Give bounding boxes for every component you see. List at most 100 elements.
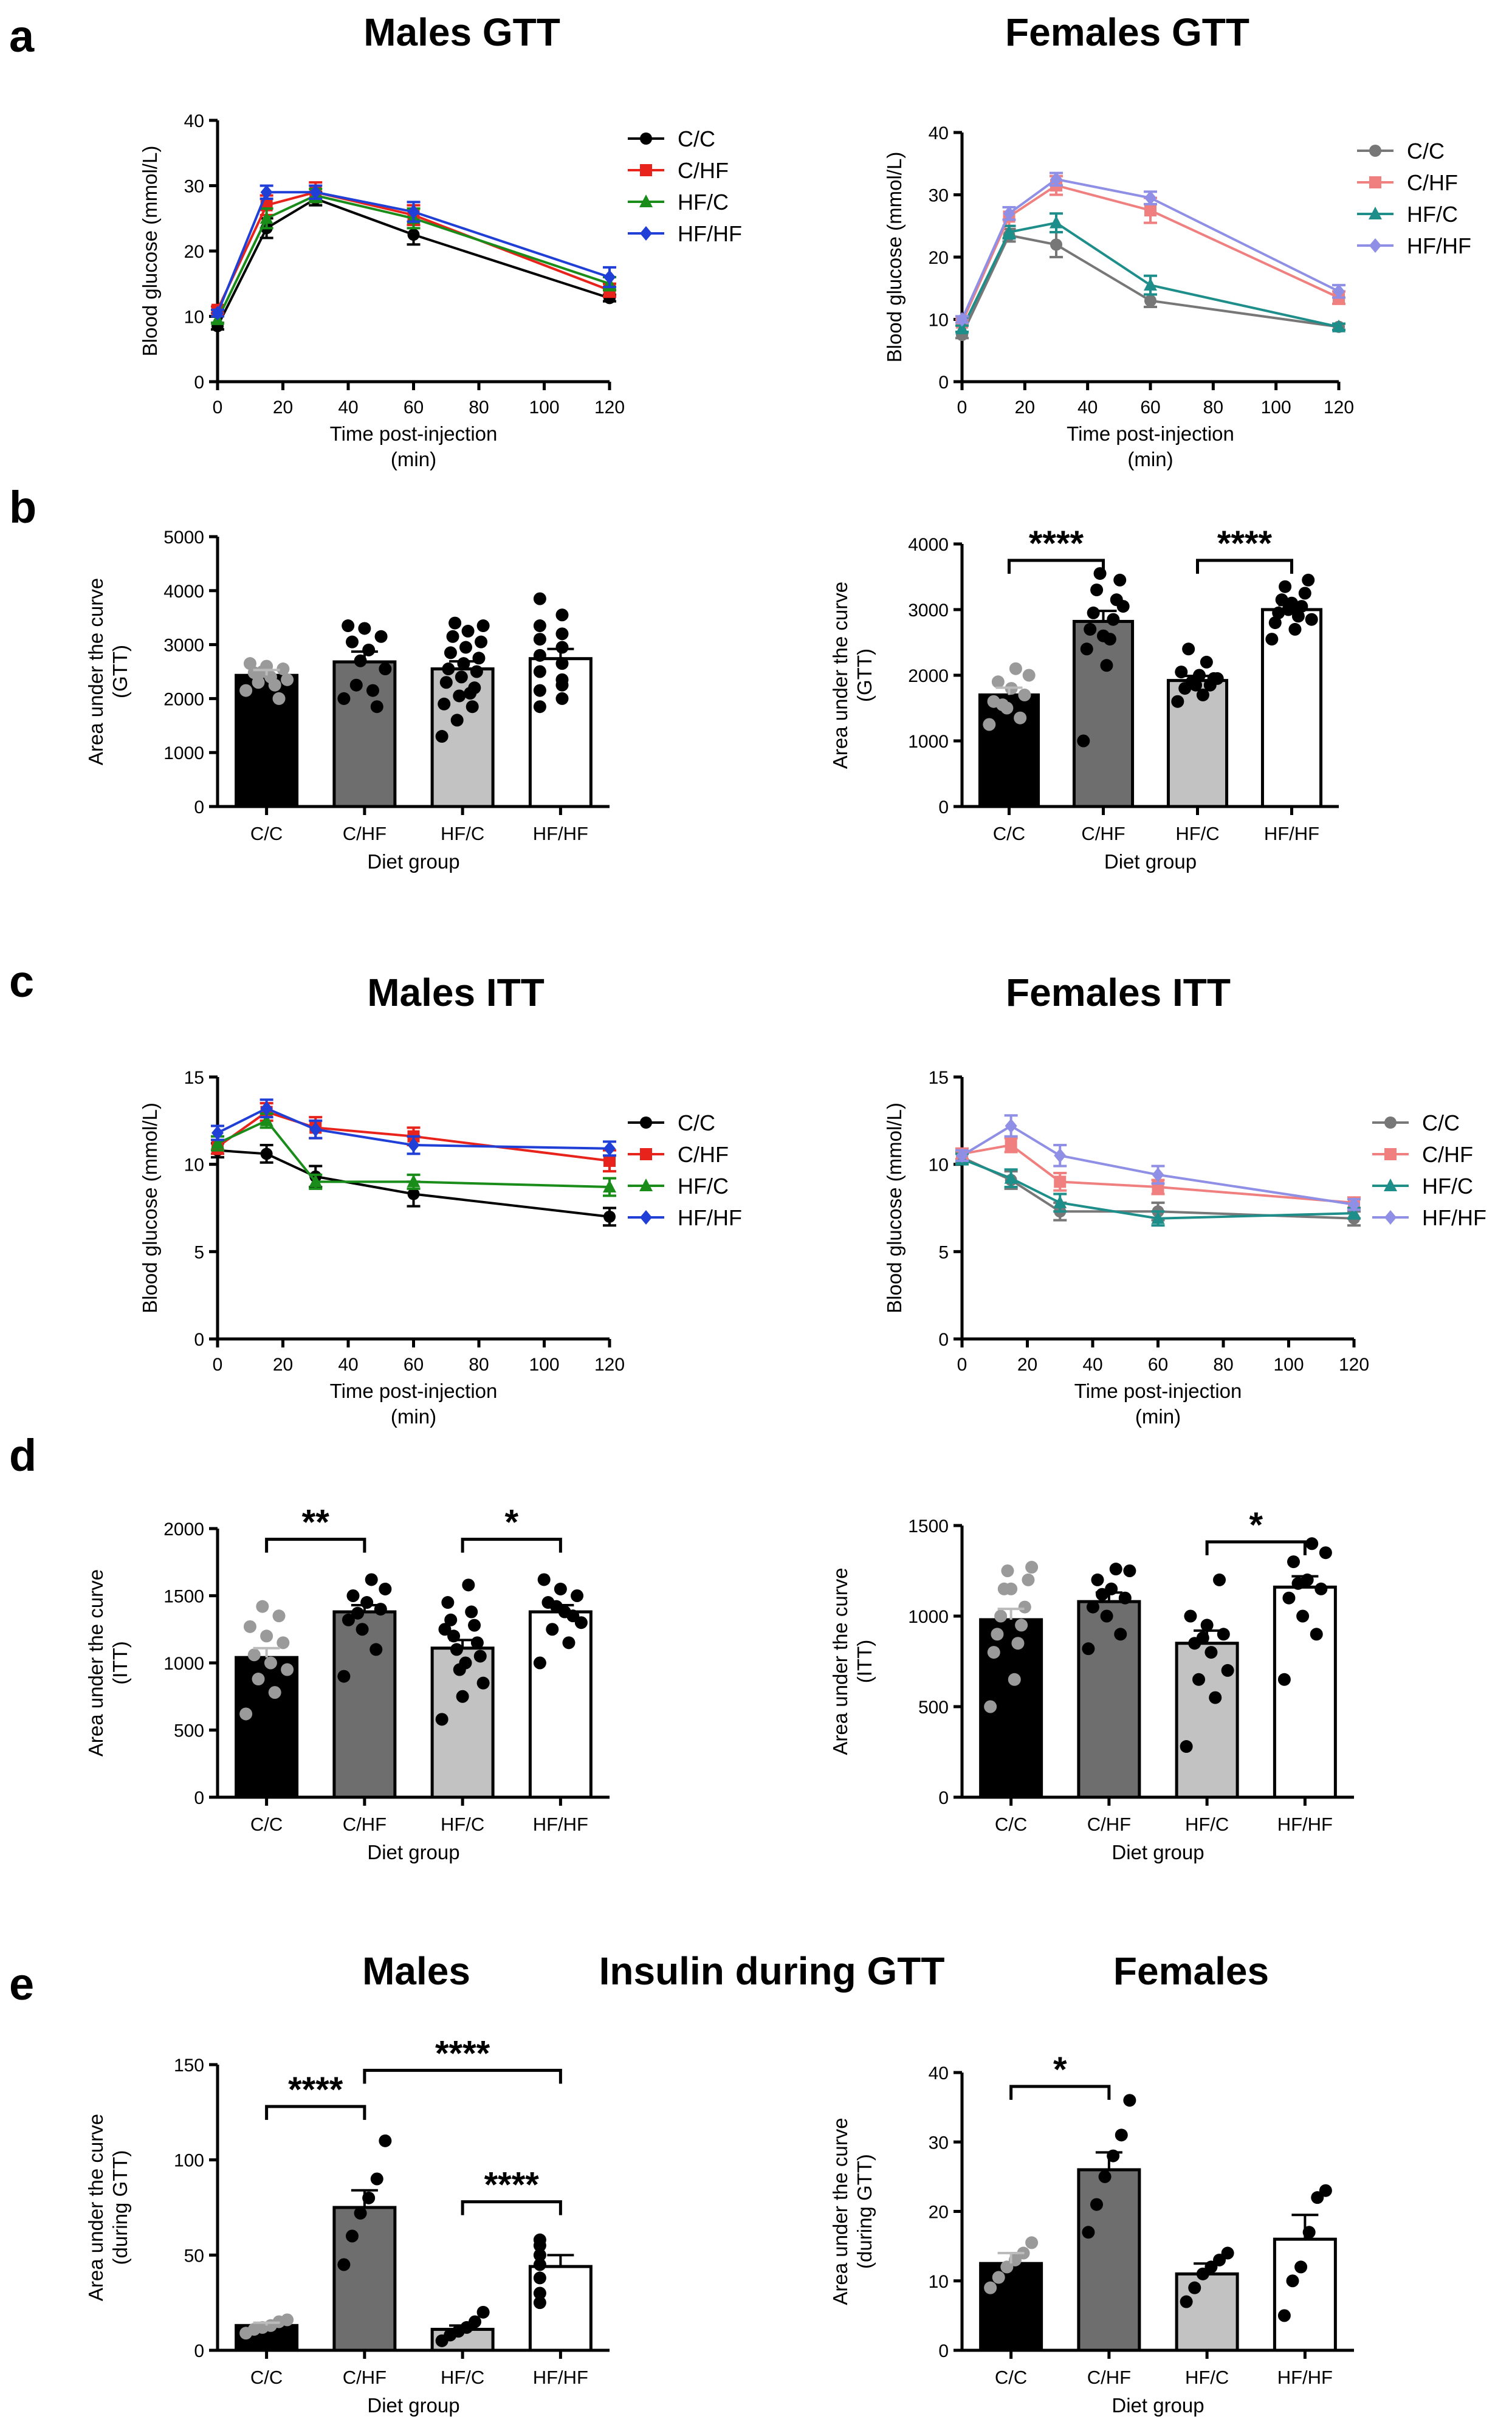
chart-females-itt: 0 5 10 15 Blood glucose (mmol/L) 0 20 40 60 80 100… bbox=[883, 1068, 1486, 1428]
females-gtt-auc-data-point bbox=[1009, 662, 1022, 675]
females-itt-auc-data-point bbox=[1005, 1582, 1018, 1595]
females-itt-data-point bbox=[1053, 1195, 1067, 1208]
males-itt-auc-data-point bbox=[272, 1609, 286, 1623]
females-gtt-auc-data-point bbox=[1090, 583, 1104, 597]
females-gtt-legend-label: C/HF bbox=[1407, 170, 1458, 195]
females-gtt-auc-data-point bbox=[1189, 678, 1203, 692]
females-gtt-auc-data-point bbox=[1077, 734, 1090, 748]
males-gtt-auc-data-point bbox=[450, 714, 464, 727]
males-itt-x-tick-label: 40 bbox=[338, 1355, 358, 1375]
females-insulin-auc-bar bbox=[1077, 2168, 1141, 2352]
title-females-itt: Females ITT bbox=[1006, 971, 1231, 1014]
males-gtt-auc-x-axis-label: Diet group bbox=[367, 850, 459, 873]
females-gtt-auc-data-point bbox=[1022, 669, 1036, 682]
females-gtt-auc-y-tick-label: 3000 bbox=[908, 600, 949, 621]
females-itt-data-point bbox=[1004, 1171, 1018, 1184]
females-itt-auc-data-point bbox=[1123, 1564, 1136, 1577]
females-gtt-auc-data-point bbox=[1268, 616, 1282, 630]
males-itt-data-point bbox=[259, 1113, 273, 1126]
females-insulin-auc-data-point bbox=[1025, 2236, 1039, 2249]
males-gtt-y-tick-label: 40 bbox=[184, 111, 204, 131]
males-gtt-auc-data-point bbox=[448, 616, 462, 630]
females-itt-data-point bbox=[1348, 1197, 1360, 1212]
females-gtt-auc-data-point bbox=[1295, 600, 1308, 613]
males-itt-data-point bbox=[603, 1154, 616, 1167]
males-insulin-auc-bar bbox=[332, 2206, 397, 2352]
males-itt-auc-data-point bbox=[369, 1643, 383, 1656]
males-gtt-auc-data-point bbox=[459, 641, 472, 654]
males-insulin-auc-data-point bbox=[345, 2229, 359, 2243]
males-itt-auc-data-point bbox=[546, 1623, 559, 1636]
males-gtt-legend-label: HF/C bbox=[678, 190, 729, 215]
males-gtt-auc-data-point bbox=[555, 657, 569, 670]
males-gtt-auc-bar bbox=[332, 660, 397, 808]
females-gtt-legend-label: HF/C bbox=[1407, 202, 1458, 227]
females-itt-auc-data-point bbox=[1096, 1588, 1109, 1601]
males-gtt-auc-data-point bbox=[379, 662, 392, 676]
panel-label-c: c bbox=[9, 956, 34, 1006]
females-insulin-auc-category-label: HF/HF bbox=[1277, 2367, 1333, 2388]
panel-label-a: a bbox=[9, 11, 35, 61]
title-females: Females bbox=[1113, 1949, 1269, 1993]
males-gtt-auc-data-point bbox=[555, 678, 569, 692]
females-itt-auc-y-tick-label: 500 bbox=[918, 1698, 949, 1718]
males-itt-auc-category-label: HF/C bbox=[441, 1814, 484, 1835]
females-gtt-auc-y-axis-label-line: Area under the curve bbox=[829, 582, 851, 769]
males-itt-auc-data-point bbox=[459, 1656, 472, 1670]
females-gtt-legend-marker bbox=[1369, 238, 1381, 253]
females-gtt-auc-data-point bbox=[1087, 606, 1100, 619]
females-gtt-auc-data-point bbox=[1291, 610, 1305, 623]
females-gtt-auc-data-point bbox=[1113, 573, 1127, 587]
males-itt-legend-marker bbox=[640, 1210, 652, 1225]
females-itt-auc-data-point bbox=[1209, 1691, 1222, 1704]
males-itt-auc-y-axis-label-line: Area under the curve bbox=[84, 1569, 107, 1756]
males-itt-auc-data-point bbox=[533, 1656, 546, 1670]
females-gtt-x-tick-label: 20 bbox=[1015, 397, 1035, 418]
females-gtt-auc-data-point bbox=[1298, 587, 1311, 600]
females-insulin-auc-data-point bbox=[1123, 2094, 1136, 2107]
males-itt-y-tick-label: 10 bbox=[184, 1155, 204, 1175]
females-itt-x-tick-label: 80 bbox=[1213, 1355, 1233, 1375]
males-itt-data-point bbox=[211, 1136, 224, 1149]
females-itt-auc-data-point bbox=[1015, 1619, 1028, 1632]
females-itt-auc-data-point bbox=[984, 1700, 997, 1713]
males-itt-data-point bbox=[407, 1174, 421, 1188]
males-itt-auc-significance-label: ** bbox=[302, 1503, 330, 1543]
females-gtt-data-point bbox=[956, 312, 968, 327]
females-gtt-auc-x-axis-label: Diet group bbox=[1104, 850, 1197, 873]
females-itt-x-axis-label: Time post-injection bbox=[1074, 1380, 1242, 1402]
females-itt-data-point bbox=[1054, 1148, 1067, 1163]
males-itt-auc-data-point bbox=[360, 1596, 374, 1609]
females-itt-data-point bbox=[1005, 1139, 1017, 1152]
females-itt-auc-data-point bbox=[1011, 1637, 1025, 1650]
males-gtt-auc-data-point bbox=[555, 641, 569, 654]
females-gtt-data-point bbox=[1050, 215, 1063, 229]
females-gtt-legend-marker bbox=[1369, 176, 1381, 188]
males-insulin-auc-category-label: HF/HF bbox=[533, 2367, 588, 2388]
females-insulin-auc-significance-label: * bbox=[1053, 2050, 1067, 2090]
females-itt-legend-label: HF/C bbox=[1422, 1174, 1473, 1199]
males-itt-y-axis-label: Blood glucose (mmol/L) bbox=[139, 1103, 161, 1313]
males-itt-legend-marker bbox=[640, 1116, 652, 1129]
females-gtt-y-axis-label: Blood glucose (mmol/L) bbox=[883, 152, 905, 363]
chart-females-insulin-auc: 0 10 20 30 40 Area under the curve(during GTT… bbox=[829, 2050, 1354, 2417]
males-gtt-legend-marker bbox=[639, 194, 653, 207]
males-itt-auc-y-tick-label: 1500 bbox=[163, 1587, 204, 1607]
males-itt-auc-data-point bbox=[256, 1600, 269, 1613]
males-itt-auc-data-point bbox=[450, 1643, 463, 1656]
females-itt-auc-data-point bbox=[1082, 1642, 1095, 1656]
females-gtt-auc-data-point bbox=[1305, 613, 1318, 626]
title-females-gtt: Females GTT bbox=[1005, 10, 1249, 54]
males-itt-auc-bar bbox=[528, 1610, 593, 1799]
females-itt-y-tick-label: 10 bbox=[929, 1155, 949, 1175]
males-gtt-auc-data-point bbox=[439, 676, 453, 689]
males-gtt-auc-data-point bbox=[239, 684, 253, 697]
males-itt-auc-y-tick-label: 0 bbox=[194, 1788, 204, 1808]
males-gtt-auc-data-point bbox=[533, 665, 546, 678]
males-itt-legend-marker bbox=[639, 1178, 653, 1191]
males-gtt-x-tick-label: 60 bbox=[404, 397, 424, 418]
males-itt-legend-marker bbox=[640, 1148, 652, 1160]
males-gtt-auc-data-point bbox=[533, 592, 546, 605]
females-gtt-legend-label: C/C bbox=[1407, 139, 1445, 163]
